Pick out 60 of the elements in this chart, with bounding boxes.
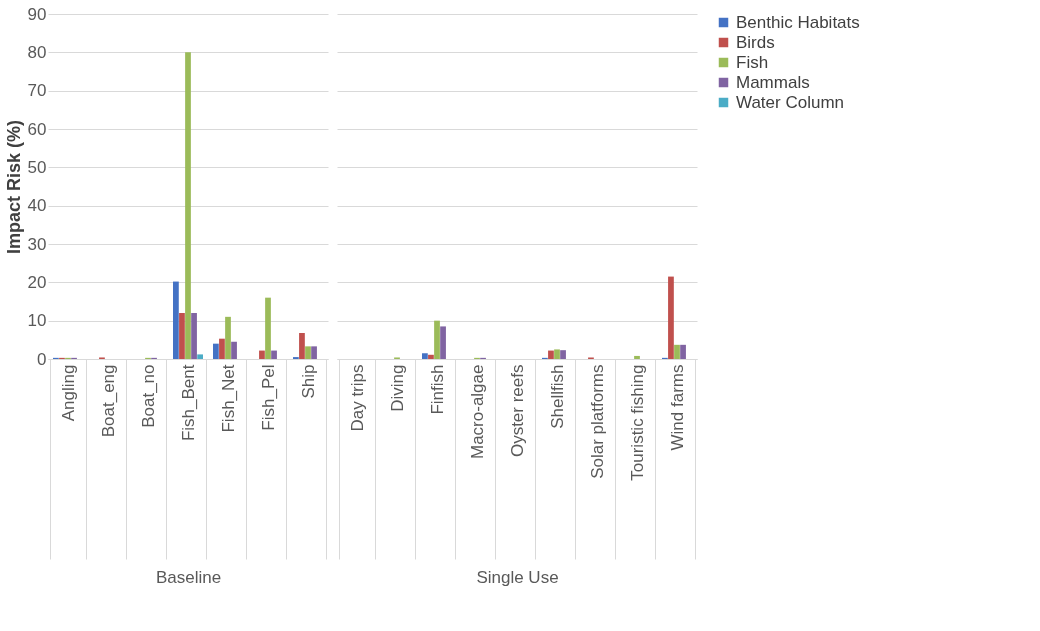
x-tick-label: Day trips (347, 364, 367, 432)
y-tick-label: 40 (27, 196, 47, 216)
y-tick-label: 60 (27, 119, 47, 139)
legend-label: Water Column (736, 92, 845, 112)
x-tick-label: Fish_Bent (178, 364, 198, 442)
bar (225, 316, 231, 359)
y-tick-label: 30 (27, 234, 47, 254)
legend-label: Fish (736, 52, 769, 72)
y-tick-label: 10 (27, 311, 47, 331)
bar (259, 350, 265, 359)
bar (299, 332, 305, 359)
y-tick-label: 70 (27, 81, 47, 101)
legend-label: Benthic Habitats (736, 12, 860, 32)
bar (554, 349, 560, 359)
bar (440, 326, 446, 359)
x-tick-label: Ship (298, 364, 318, 399)
bar (197, 354, 203, 359)
bar (271, 350, 277, 359)
legend-label: Mammals (736, 72, 810, 92)
bar (680, 344, 686, 359)
x-tick-label: Boat_no (138, 364, 158, 428)
bar (219, 338, 225, 359)
x-tick-label: Wind farms (667, 364, 687, 451)
bar (265, 297, 271, 359)
bar (185, 52, 191, 359)
x-tick-label: Angling (58, 364, 78, 422)
bar (674, 344, 680, 359)
legend-label: Birds (736, 32, 775, 52)
x-tick-label: Oyster reefs (507, 364, 527, 458)
bar (422, 353, 428, 359)
bar (668, 276, 674, 359)
x-tick-label: Fish_Net (218, 364, 238, 433)
bar (434, 320, 440, 359)
y-axis-title: Impact Risk (%) (3, 119, 24, 255)
x-tick-label: Solar platforms (587, 364, 607, 479)
bar (231, 341, 237, 359)
x-tick-label: Finfish (427, 364, 447, 415)
x-tick-label: Fish_Pel (258, 364, 278, 431)
bar (179, 313, 185, 359)
bar (634, 355, 640, 359)
y-tick-label: 50 (27, 157, 47, 177)
x-tick-label: Diving (387, 364, 407, 412)
bar (173, 281, 179, 359)
x-axis-title: Baseline (155, 567, 222, 587)
x-tick-label: Macro-algae (467, 364, 487, 459)
bar (560, 350, 566, 359)
bar (213, 343, 219, 359)
y-tick-label: 80 (27, 42, 47, 62)
x-tick-label: Touristic fishing (627, 364, 647, 481)
bar (305, 346, 311, 359)
y-tick-label: 0 (37, 349, 47, 369)
bar (191, 313, 197, 359)
y-tick-label: 20 (27, 272, 47, 292)
x-tick-label: Boat_eng (98, 364, 118, 438)
bar (548, 350, 554, 359)
x-tick-label: Shellfish (547, 364, 567, 429)
y-tick-label: 90 (27, 4, 47, 24)
bar (428, 354, 434, 359)
x-axis-title: Single Use (476, 567, 559, 587)
bar (311, 346, 317, 359)
